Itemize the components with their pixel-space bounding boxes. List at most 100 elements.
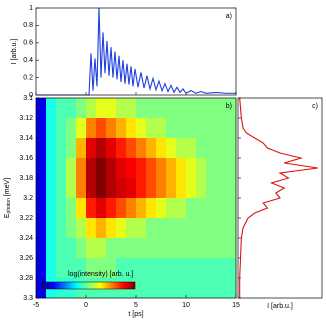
y-tick-label: 1 [29,5,33,12]
heatmap-cell [186,218,197,239]
frame [35,7,237,96]
heatmap-cell [116,238,127,259]
heatmap-cell [116,98,127,119]
heatmap-cell [86,118,97,139]
heatmap-cell [126,218,137,239]
heatmap-cell [66,198,77,219]
heatmap-cell [106,178,117,199]
heatmap-cell [186,178,197,199]
heatmap-cell [56,218,67,239]
heatmap-cell [166,258,177,279]
plot-background [36,8,236,95]
heatmap-cell [216,118,227,139]
heatmap-cell [176,178,187,199]
heatmap-cell [206,118,217,139]
heatmap-cell [156,218,167,239]
y-tick-label: 0.2 [23,74,33,81]
heatmap-cell [176,158,187,179]
heatmap-cell [126,98,137,119]
heatmap-cell [186,238,197,259]
heatmap-cell [176,118,187,139]
heatmap-cell [86,158,97,179]
heatmap-cell [56,238,67,259]
y-tick-label: 3.28 [19,275,33,282]
heatmap-cell [136,238,147,259]
heatmap-cell [106,98,117,119]
heatmap-cell [156,178,167,199]
heatmap-cell [126,198,137,219]
heatmap-cell [66,158,77,179]
heatmap-cell [196,118,207,139]
heatmap-cell [106,258,117,279]
heatmap-cell [76,118,87,139]
heatmap-cell [56,118,67,139]
heatmap-cell [216,258,227,279]
heatmap-cell [216,198,227,219]
y-tick-label: 0.4 [23,57,33,64]
heatmap-cell [76,178,87,199]
heatmap-cell [106,218,117,239]
heatmap-cell [96,218,107,239]
heatmap-cell [66,178,77,199]
heatmap-cell [136,258,147,279]
heatmap-cell [166,98,177,119]
heatmap-cell [156,118,167,139]
heatmap-cell [226,158,237,179]
y-tick-label: 3.16 [19,155,33,162]
heatmap-cell [216,98,227,119]
heatmap-cell [166,278,177,299]
heatmap-cell [226,198,237,219]
heatmap-cell [56,98,67,119]
heatmap-cell [116,118,127,139]
heatmap-cell [86,258,97,279]
heatmap-cell [226,98,237,119]
heatmap-cell [196,98,207,119]
frame [237,97,323,299]
y-tick-label: 3.14 [19,135,33,142]
heatmap-cell [106,238,117,259]
heatmap-cell [176,278,187,299]
heatmap-cell [206,198,217,219]
heatmap-cell [136,98,147,119]
x-tick-label: 0 [84,302,88,309]
colorbar [41,281,136,290]
heatmap-cell [146,198,157,219]
heatmap-cell [196,278,207,299]
panel-a: 0 0.2 0.4 0.6 0.8 1 I [arb.u.] a) [11,5,237,99]
frame [35,97,237,299]
heatmap-cell [106,138,117,159]
heatmap-cell [136,158,147,179]
heatmap-cell [126,138,137,159]
heatmap-cell [166,238,177,259]
heatmap-cell [216,158,227,179]
heatmap-cell [176,98,187,119]
heatmap-cell [36,98,47,119]
heatmap-cell [146,178,157,199]
y-tick-label: 3.22 [19,215,33,222]
heatmap-cell [116,218,127,239]
heatmap-cell [196,158,207,179]
heatmap-cell [76,198,87,219]
heatmap-cell [56,198,67,219]
heatmap-cell [136,118,147,139]
heatmap-cell [226,258,237,279]
y-tick-label: 3.18 [19,175,33,182]
heatmap-cell [176,198,187,219]
heatmap-cell [96,158,107,179]
heatmap-cell [186,258,197,279]
heatmap-cell [46,218,57,239]
heatmap-cell [86,218,97,239]
heatmap-cell [136,218,147,239]
heatmap-cell [126,158,137,179]
heatmap-cell [46,238,57,259]
heatmap-cell [46,138,57,159]
heatmap-cell [186,118,197,139]
heatmap-cell [146,158,157,179]
heatmap-cell [196,258,207,279]
panel-label: b) [226,103,232,110]
spectrum-line [239,97,318,298]
x-tick-label: 5 [134,302,138,309]
heatmap-cell [226,178,237,199]
intensity-line [36,7,236,96]
y-tick-label: 3.3 [23,295,33,302]
